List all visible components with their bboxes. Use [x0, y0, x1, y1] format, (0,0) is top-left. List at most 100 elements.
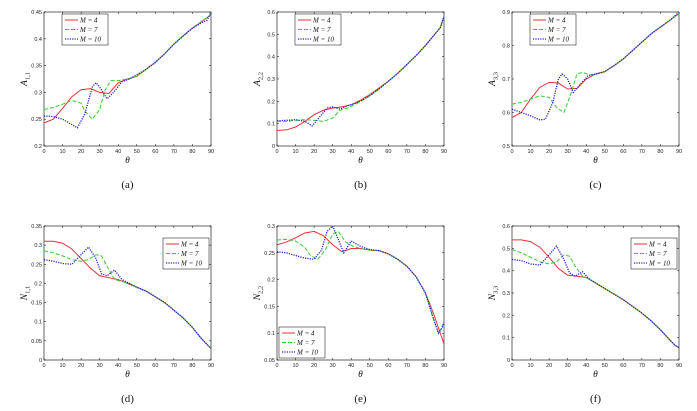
y-axis-label: A2,2 — [253, 72, 265, 87]
x-tick-label: 60 — [620, 363, 626, 369]
subplot-caption: (e) — [354, 393, 367, 405]
series-line-m10 — [44, 12, 211, 129]
x-tick-label: 0 — [510, 149, 513, 155]
x-tick-label: 30 — [565, 149, 571, 155]
y-axis-label: N1,1 — [20, 286, 32, 301]
x-tick-label: 90 — [208, 363, 214, 369]
y-tick-label: 0.05 — [31, 339, 42, 345]
x-tick-label: 80 — [422, 363, 428, 369]
legend-box — [529, 13, 577, 46]
y-axis-label-main: N — [488, 293, 498, 301]
x-tick-label: 40 — [348, 363, 354, 369]
y-tick-label: 0.2 — [502, 313, 510, 319]
legend-box — [278, 326, 326, 359]
subplot-b: 0 10 20 30 40 50 60 70 80 90 0 0.1 0.2 0.3 0.4 0.5 0.6 M … — [253, 10, 447, 191]
series-line-m7 — [44, 250, 211, 349]
legend-label: M = 10 — [296, 349, 319, 357]
y-tick-label: 0.2 — [34, 144, 42, 150]
y-tick-label: 0.3 — [34, 90, 42, 96]
y-axis-label-text: N2,2 — [253, 286, 265, 301]
y-tick-label: 0.2 — [34, 281, 42, 287]
legend: M = 4M = 7 M = 10 — [278, 326, 326, 359]
y-tick-label: 0.9 — [502, 10, 510, 16]
x-tick-label: 20 — [78, 149, 84, 155]
y-axis-label: N2,2 — [253, 286, 265, 301]
y-tick-label: 0.4 — [502, 269, 510, 275]
legend: M = 4M = 7 M = 10 — [61, 13, 109, 46]
x-tick-label: 80 — [422, 149, 428, 155]
series-line-m10 — [512, 12, 679, 121]
x-tick-label: 50 — [134, 149, 140, 155]
x-tick-label: 10 — [59, 149, 65, 155]
y-axis-label-main: A — [253, 80, 263, 87]
x-tick-label: 70 — [171, 149, 177, 155]
y-tick-label: 0.1 — [34, 320, 42, 326]
y-tick-label: 0.25 — [31, 262, 42, 268]
x-tick-label: 10 — [527, 363, 533, 369]
y-tick-label: 0.25 — [31, 117, 42, 123]
x-tick-label: 20 — [546, 149, 552, 155]
y-tick-label: 0.6 — [267, 10, 275, 16]
legend-box — [61, 13, 109, 46]
y-tick-label: 0.05 — [264, 358, 275, 364]
series-line-m10 — [512, 244, 679, 349]
y-axis-label-sub: 2,2 — [258, 286, 265, 294]
x-tick-label: 80 — [189, 363, 195, 369]
legend-box — [162, 237, 210, 270]
legend: M = 4M = 7 M = 10 — [529, 13, 577, 46]
legend-label: M = 7 — [296, 339, 315, 347]
y-tick-label: 0.6 — [502, 224, 510, 230]
y-tick-label: 0.3 — [502, 291, 510, 297]
subplot-c: 0 10 20 30 40 50 60 70 80 900.50.60.70.80.9M = 4M… — [488, 10, 682, 191]
y-tick-label: 0.5 — [267, 32, 275, 38]
x-tick-label: 0 — [275, 149, 278, 155]
subplot-a: 0 10 20 30 40 50 60 70 80 90 0.2 0.25 0.3 0.35 0.4 0.45… — [20, 10, 214, 191]
legend-label: M = 4 — [79, 17, 98, 25]
legend-label: M = 7 — [79, 26, 98, 34]
y-tick-label: 0.4 — [267, 55, 275, 61]
subplot-caption: (a) — [121, 179, 134, 191]
subplot-d: 0 10 20 30 40 50 60 70 80 90 0 0.05 0.1 0.15 0.2 0.25 0.… — [20, 224, 214, 405]
x-tick-label: 20 — [546, 363, 552, 369]
x-tick-label: 60 — [152, 149, 158, 155]
x-tick-label: 30 — [330, 149, 336, 155]
legend-label: M = 10 — [312, 36, 335, 44]
x-tick-label: 30 — [330, 363, 336, 369]
y-tick-label: 0 — [39, 358, 42, 364]
y-tick-label: 0.4 — [34, 37, 42, 43]
legend-label: M = 7 — [312, 26, 331, 34]
legend-label: M = 4 — [648, 241, 667, 249]
x-tick-label: 40 — [348, 149, 354, 155]
y-axis-label-main: N — [253, 293, 263, 301]
y-axis-label-sub: 1,1 — [25, 286, 32, 294]
series-line-m7 — [277, 230, 444, 335]
series-line-m7 — [44, 14, 211, 120]
legend-label: M = 10 — [79, 36, 102, 44]
legend-box — [294, 13, 342, 46]
y-tick-label: 0.3 — [267, 77, 275, 83]
y-tick-label: 0.7 — [502, 77, 510, 83]
y-tick-label: 0.15 — [31, 301, 42, 307]
x-tick-label: 90 — [676, 149, 682, 155]
x-tick-label: 30 — [97, 363, 103, 369]
x-tick-label: 10 — [527, 149, 533, 155]
x-tick-label: 40 — [583, 363, 589, 369]
x-tick-label: 0 — [275, 363, 278, 369]
y-axis-label-text: N3,3 — [488, 286, 500, 301]
y-tick-label: 0.2 — [267, 99, 275, 105]
legend: M = 4M = 7 M = 10 — [630, 237, 678, 270]
x-tick-label: 70 — [639, 149, 645, 155]
series-line-m10 — [44, 246, 211, 349]
x-tick-label: 10 — [292, 363, 298, 369]
x-tick-label: 60 — [385, 149, 391, 155]
legend-label: M = 4 — [296, 330, 315, 338]
x-tick-label: 60 — [620, 149, 626, 155]
x-tick-label: 70 — [404, 363, 410, 369]
y-axis-label-sub: 2,2 — [258, 72, 265, 80]
y-axis-label-main: A — [20, 80, 30, 87]
series-line-m10 — [277, 226, 444, 335]
series-line-m10 — [277, 16, 444, 127]
series-line-m7 — [277, 16, 444, 122]
y-axis-label-text: A2,2 — [253, 72, 265, 87]
x-tick-label: 70 — [639, 363, 645, 369]
